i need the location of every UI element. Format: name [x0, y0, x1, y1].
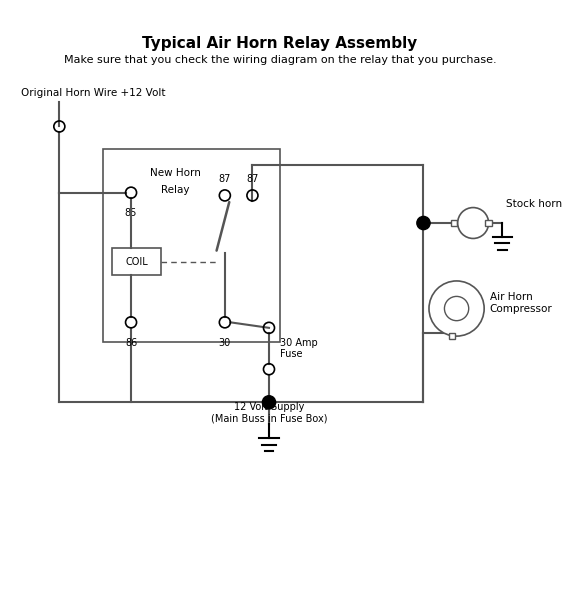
Text: Relay: Relay — [161, 185, 190, 195]
Text: New Horn: New Horn — [150, 168, 200, 178]
Text: Stock horn: Stock horn — [506, 199, 562, 209]
Circle shape — [429, 281, 484, 336]
Text: 85: 85 — [125, 208, 137, 218]
Circle shape — [445, 296, 469, 321]
Text: 86: 86 — [125, 338, 137, 347]
Text: 87: 87 — [247, 174, 259, 184]
Text: Original Horn Wire +12 Volt: Original Horn Wire +12 Volt — [21, 89, 165, 98]
Circle shape — [458, 208, 488, 239]
Text: 12 Volt Supply
(Main Buss in Fuse Box): 12 Volt Supply (Main Buss in Fuse Box) — [211, 402, 327, 424]
Bar — [449, 333, 456, 339]
Bar — [104, 149, 280, 342]
Text: 87: 87 — [219, 174, 231, 184]
Text: 30 Amp
Fuse: 30 Amp Fuse — [280, 338, 318, 359]
Text: Make sure that you check the wiring diagram on the relay that you purchase.: Make sure that you check the wiring diag… — [64, 55, 497, 65]
Bar — [450, 220, 457, 226]
Text: COIL: COIL — [125, 256, 148, 267]
Text: Typical Air Horn Relay Assembly: Typical Air Horn Relay Assembly — [142, 36, 418, 51]
Text: Air Horn
Compressor: Air Horn Compressor — [490, 292, 552, 314]
Circle shape — [263, 396, 275, 409]
Bar — [485, 220, 492, 226]
Bar — [112, 248, 161, 275]
Text: 30: 30 — [219, 338, 231, 347]
Circle shape — [417, 217, 430, 230]
